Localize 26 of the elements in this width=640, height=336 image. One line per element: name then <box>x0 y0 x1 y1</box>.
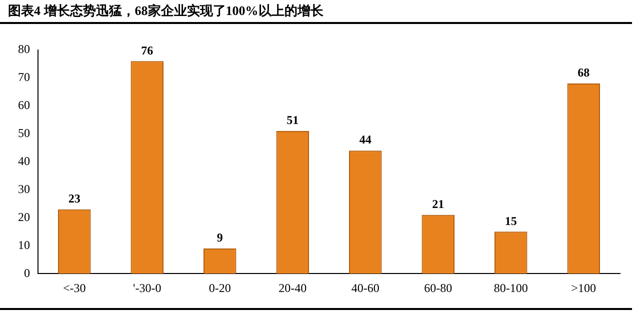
x-tick-label: 20-40 <box>278 280 307 295</box>
x-tick-label: 60-80 <box>424 280 452 295</box>
chart-title: 图表4 增长态势迅猛，68家企业实现了100%以上的增长 <box>0 0 632 24</box>
x-tick-label: 0-20 <box>208 280 231 295</box>
x-tick-label: 40-60 <box>351 280 380 295</box>
data-label: 21 <box>432 197 444 211</box>
y-tick-label: 20 <box>18 210 30 224</box>
data-label: 51 <box>286 113 299 128</box>
x-tick-label: >100 <box>571 280 596 295</box>
y-tick-label: 70 <box>18 70 30 84</box>
x-tick-label: <-30 <box>62 280 86 295</box>
y-tick-label: 40 <box>18 154 30 168</box>
data-label: 68 <box>578 66 590 80</box>
y-tick-label: 10 <box>18 238 30 252</box>
y-tick-label: 80 <box>18 42 30 56</box>
y-tick-label: 30 <box>18 182 30 196</box>
data-label: 44 <box>359 132 372 147</box>
data-label: 9 <box>216 230 223 245</box>
data-label: 23 <box>68 191 80 206</box>
x-tick-label: 80-100 <box>494 280 528 295</box>
y-tick-label: 0 <box>24 266 30 280</box>
data-label: 15 <box>504 214 517 228</box>
y-tick-label: 50 <box>18 126 30 140</box>
x-tick-label: '-30-0 <box>133 280 162 295</box>
y-tick-label: 60 <box>18 98 30 112</box>
data-label: 76 <box>141 43 154 58</box>
